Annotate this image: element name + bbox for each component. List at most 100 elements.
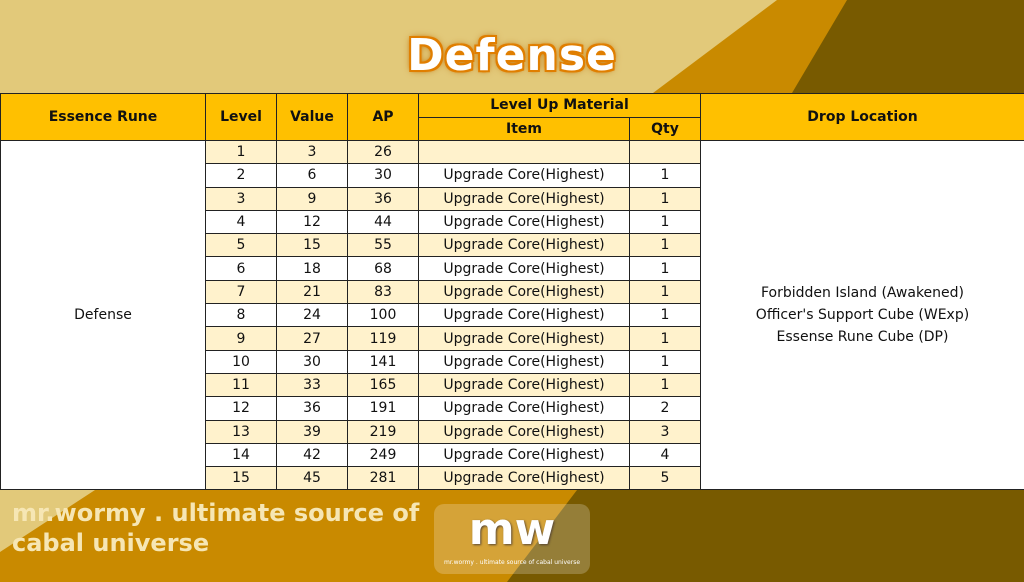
cell-level: 9 xyxy=(205,326,277,351)
essence-rune-cell: Defense xyxy=(0,139,206,491)
cell-ap: 68 xyxy=(347,256,419,281)
cell-qty: 1 xyxy=(629,256,701,281)
table-row: 7 21 83 Upgrade Core(Highest) 1 xyxy=(1,279,1024,305)
header-item: Item xyxy=(418,116,630,141)
cell-qty: 1 xyxy=(629,326,701,351)
cell-item: Upgrade Core(Highest) xyxy=(418,233,630,258)
cell-qty xyxy=(629,139,701,165)
table-row: Defense 1 3 26 Forbidden Island (Awakened) Of… xyxy=(0,139,1024,491)
logo-mark: mw xyxy=(468,504,556,555)
page-title: Defense xyxy=(407,30,617,81)
cell-item: Upgrade Core(Highest) xyxy=(418,466,630,491)
cell-qty: 2 xyxy=(629,396,701,421)
cell-ap: 30 xyxy=(347,163,419,188)
cell-ap: 83 xyxy=(347,279,419,305)
cell-qty: 1 xyxy=(629,163,701,188)
cell-level: 15 xyxy=(205,466,277,491)
drop-location: Essense Rune Cube (DP) xyxy=(776,329,949,346)
cell-ap: 44 xyxy=(347,209,419,235)
cell-value: 27 xyxy=(276,326,348,351)
header-level: Level xyxy=(205,93,277,141)
cell-value: 15 xyxy=(276,233,348,258)
table-row: 3 9 36 Upgrade Core(Highest) 1 xyxy=(1,186,1024,211)
cell-qty: 1 xyxy=(629,233,701,258)
cell-level: 6 xyxy=(205,256,277,281)
cell-level: 4 xyxy=(205,209,277,235)
cell-value: 21 xyxy=(276,279,348,305)
cell-qty: 1 xyxy=(629,186,701,211)
cell-qty: 4 xyxy=(629,442,701,468)
cell-level: 12 xyxy=(205,396,277,421)
cell-ap: 141 xyxy=(347,349,419,374)
table-row: 9 27 119 Upgrade Core(Highest) 1 xyxy=(1,326,1024,351)
cell-item: Upgrade Core(Highest) xyxy=(418,349,630,374)
cell-level: 3 xyxy=(205,186,277,211)
cell-value: 24 xyxy=(276,303,348,328)
cell-level: 13 xyxy=(205,419,277,444)
drop-location: Officer's Support Cube (WExp) xyxy=(755,307,970,324)
cell-ap: 219 xyxy=(347,419,419,444)
table-row: 15 45 281 Upgrade Core(Highest) 5 xyxy=(1,466,1024,491)
cell-item: Upgrade Core(Highest) xyxy=(418,279,630,305)
cell-item: Upgrade Core(Highest) xyxy=(418,442,630,468)
cell-level: 1 xyxy=(205,139,277,165)
cell-qty: 1 xyxy=(629,303,701,328)
cell-item: Upgrade Core(Highest) xyxy=(418,326,630,351)
cell-value: 9 xyxy=(276,186,348,211)
cell-level: 7 xyxy=(205,279,277,305)
cell-value: 18 xyxy=(276,256,348,281)
cell-ap: 249 xyxy=(347,442,419,468)
cell-value: 42 xyxy=(276,442,348,468)
logo: mw mr.wormy . ultimate source of cabal u… xyxy=(434,504,590,574)
table-row: 6 18 68 Upgrade Core(Highest) 1 xyxy=(1,256,1024,281)
cell-value: 12 xyxy=(276,209,348,235)
cell-ap: 281 xyxy=(347,466,419,491)
cell-ap: 100 xyxy=(347,303,419,328)
cell-value: 36 xyxy=(276,396,348,421)
table-row: 14 42 249 Upgrade Core(Highest) 4 xyxy=(1,442,1024,468)
cell-qty: 1 xyxy=(629,209,701,235)
drop-location-cell: Forbidden Island (Awakened) Officer's Sup… xyxy=(700,139,1024,491)
cell-qty: 3 xyxy=(629,419,701,444)
cell-item: Upgrade Core(Highest) xyxy=(418,163,630,188)
cell-item: Upgrade Core(Highest) xyxy=(418,303,630,328)
header-qty: Qty xyxy=(629,116,701,141)
cell-level: 2 xyxy=(205,163,277,188)
table-row: 10 30 141 Upgrade Core(Highest) 1 xyxy=(1,349,1024,374)
cell-ap: 191 xyxy=(347,396,419,421)
rune-table: Essence Rune Level Value AP Level Up Mat… xyxy=(0,93,1024,491)
cell-item xyxy=(418,139,630,165)
table-row: 12 36 191 Upgrade Core(Highest) 2 xyxy=(1,396,1024,421)
cell-level: 8 xyxy=(205,303,277,328)
cell-value: 33 xyxy=(276,372,348,398)
cell-ap: 165 xyxy=(347,372,419,398)
cell-level: 14 xyxy=(205,442,277,468)
cell-item: Upgrade Core(Highest) xyxy=(418,372,630,398)
cell-value: 3 xyxy=(276,139,348,165)
cell-level: 10 xyxy=(205,349,277,374)
cell-value: 45 xyxy=(276,466,348,491)
cell-qty: 5 xyxy=(629,466,701,491)
table-row: 2 6 30 Upgrade Core(Highest) 1 xyxy=(1,163,1024,188)
header-ap: AP xyxy=(347,93,419,141)
cell-item: Upgrade Core(Highest) xyxy=(418,419,630,444)
cell-ap: 119 xyxy=(347,326,419,351)
header-level-up-material: Level Up Material xyxy=(418,93,701,118)
cell-qty: 1 xyxy=(629,349,701,374)
table-row: 4 12 44 Upgrade Core(Highest) 1 xyxy=(1,209,1024,235)
cell-qty: 1 xyxy=(629,372,701,398)
table-row: 11 33 165 Upgrade Core(Highest) 1 xyxy=(1,372,1024,398)
cell-value: 6 xyxy=(276,163,348,188)
table-row: 8 24 100 Upgrade Core(Highest) 1 xyxy=(1,303,1024,328)
header-essence-rune: Essence Rune xyxy=(0,93,206,141)
cell-item: Upgrade Core(Highest) xyxy=(418,186,630,211)
table-row: 13 39 219 Upgrade Core(Highest) 3 xyxy=(1,419,1024,444)
header-value: Value xyxy=(276,93,348,141)
cell-item: Upgrade Core(Highest) xyxy=(418,209,630,235)
cell-ap: 26 xyxy=(347,139,419,165)
drop-location: Forbidden Island (Awakened) xyxy=(760,285,965,302)
cell-level: 11 xyxy=(205,372,277,398)
cell-value: 30 xyxy=(276,349,348,374)
cell-ap: 36 xyxy=(347,186,419,211)
cell-level: 5 xyxy=(205,233,277,258)
